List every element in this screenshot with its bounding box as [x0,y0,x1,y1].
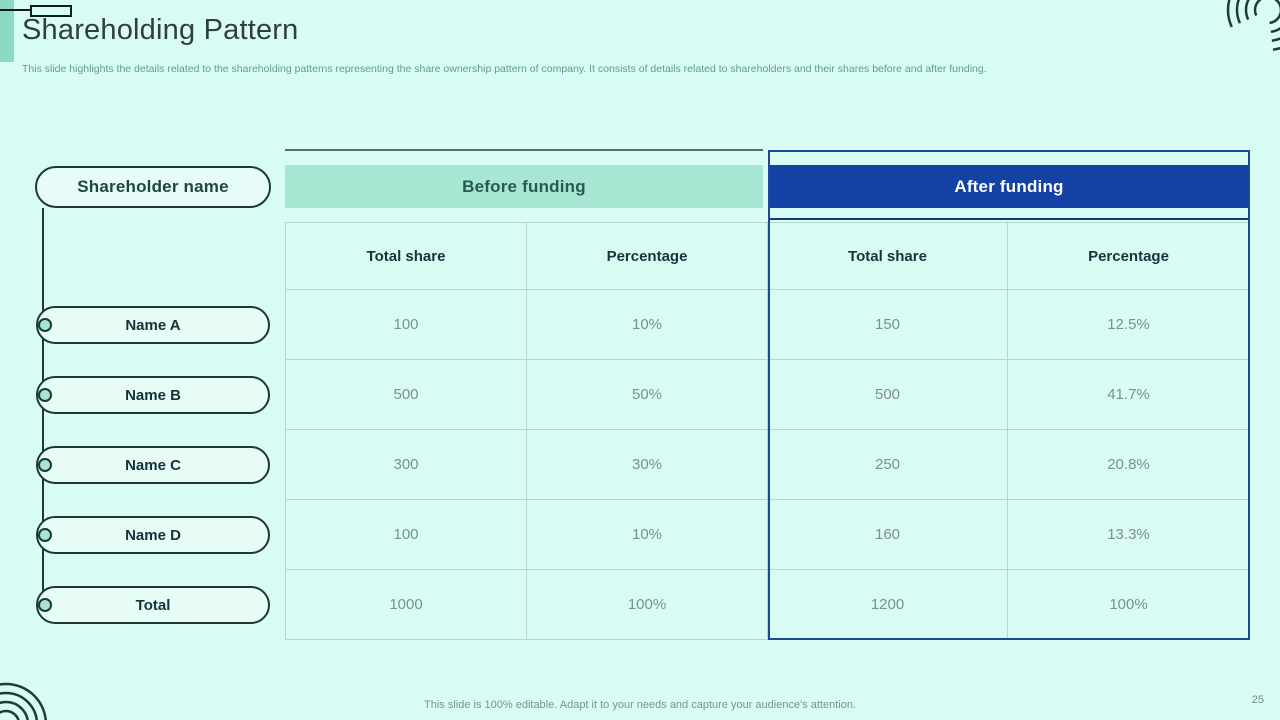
table-cell: 100% [1008,570,1250,640]
table-cell: 30% [527,430,768,500]
page-number: 25 [1251,694,1264,706]
table-cell: 100 [285,290,527,360]
table-cell: 500 [285,360,527,430]
connector-dot [38,318,52,332]
table-cell: 20.8% [1008,430,1250,500]
table-cell: 500 [768,360,1008,430]
slide-subtitle: This slide highlights the details relate… [22,63,987,75]
table-cell: 41.7% [1008,360,1250,430]
connector-dot [38,458,52,472]
before-funding-header: Before funding [285,165,763,208]
shareholder-pill-name-b: Name B [36,376,270,414]
table-cell: 13.3% [1008,500,1250,570]
table-cell: 10% [527,290,768,360]
decorative-line [0,9,32,11]
shareholder-label: Name A [125,316,181,334]
connector-dot [38,388,52,402]
table-cell: 100% [527,570,768,640]
shareholder-name-label: Shareholder name [77,177,229,196]
table-cell: 10% [527,500,768,570]
after-funding-underline [768,218,1250,220]
shareholder-label: Name B [125,386,181,404]
table-cell: 12.5% [1008,290,1250,360]
before-funding-top-line [285,149,763,151]
table-cell: 50% [527,360,768,430]
shareholder-pill-name-c: Name C [36,446,270,484]
shareholding-table: Before funding After funding Total share… [285,148,1250,640]
table-cell: 300 [285,430,527,500]
decorative-rectangle [30,5,72,17]
table-cell: 250 [768,430,1008,500]
shareholder-pill-name-a: Name A [36,306,270,344]
table-cell: 1000 [285,570,527,640]
column-header-percentage-after: Percentage [1008,222,1250,290]
column-header-total-share-before: Total share [285,222,527,290]
after-funding-header: After funding [768,165,1250,208]
column-header-percentage-before: Percentage [527,222,768,290]
concentric-circles-icon [0,682,48,720]
shareholder-pill-total: Total [36,586,270,624]
shareholder-pill-name-d: Name D [36,516,270,554]
title-accent-bar [0,0,14,62]
connector-dot [38,598,52,612]
table-cell: 1200 [768,570,1008,640]
shareholder-label: Total [135,596,171,614]
slide-title: Shareholding Pattern [22,14,299,46]
table-cell: 150 [768,290,1008,360]
shareholder-label: Name D [125,526,181,544]
connector-dot [38,528,52,542]
table-cell: 160 [768,500,1008,570]
table-grid: Total share Percentage Total share Perce… [285,222,1250,640]
shareholder-label: Name C [125,456,181,474]
concentric-circles-icon [1226,0,1280,52]
column-header-total-share-after: Total share [768,222,1008,290]
table-cell: 100 [285,500,527,570]
shareholder-name-header-pill: Shareholder name [35,166,271,208]
slide-footer-note: This slide is 100% editable. Adapt it to… [424,699,856,711]
